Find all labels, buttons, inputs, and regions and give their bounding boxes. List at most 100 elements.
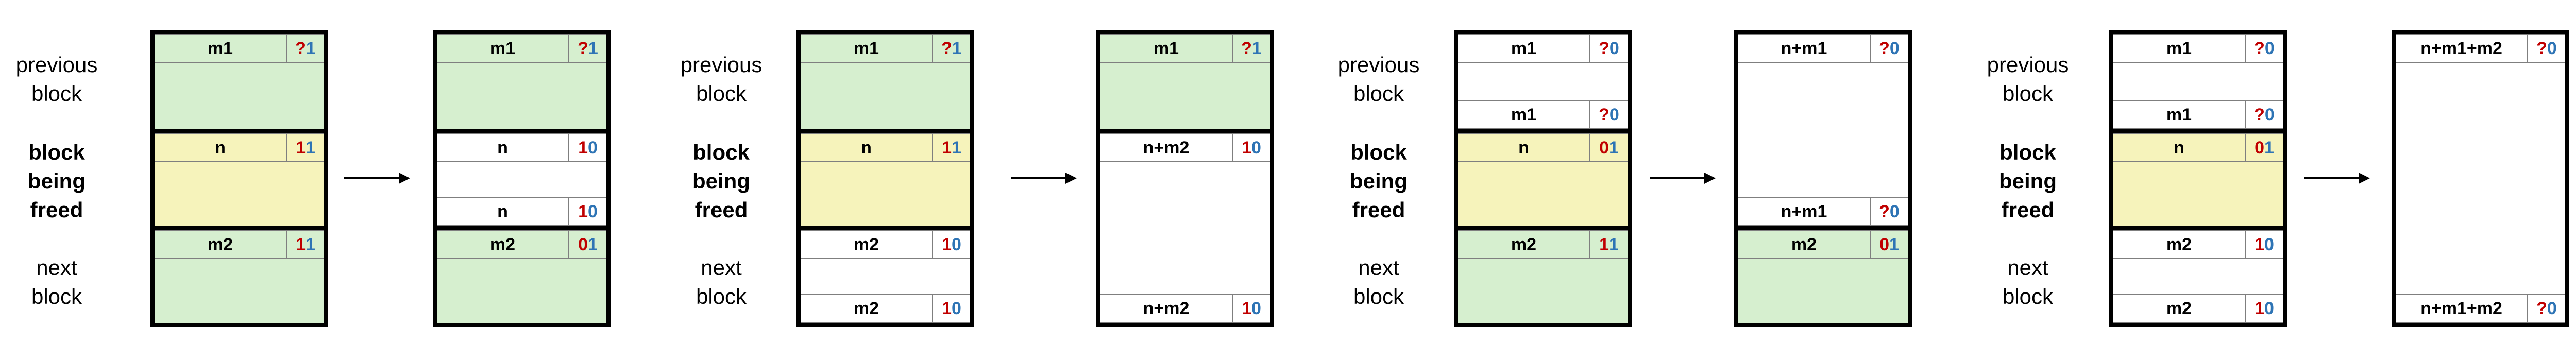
- prev-alloc-bit: 0: [578, 234, 588, 254]
- prev-alloc-bit: ?: [1879, 201, 1890, 221]
- arrow-head: [1065, 173, 1077, 184]
- prev-alloc-bit: 1: [942, 298, 952, 318]
- block-header: m1? 1: [801, 34, 970, 63]
- block-header: m1? 0: [2113, 34, 2283, 63]
- alloc-bit: 0: [1889, 201, 1900, 221]
- alloc-bit: 0: [2264, 298, 2274, 318]
- block-size: m2: [1738, 231, 1871, 258]
- prev-alloc-bit: ?: [1599, 38, 1609, 58]
- block-separator: [437, 129, 606, 133]
- alloc-bits: ? 0: [2246, 101, 2283, 128]
- prev-alloc-bit: 1: [578, 201, 588, 221]
- label-line: block: [31, 284, 82, 308]
- alloc-bit: 0: [2264, 38, 2275, 58]
- alloc-bit: 0: [952, 298, 961, 318]
- label-line: being: [1350, 169, 1408, 193]
- alloc-bit: 0: [1251, 137, 1261, 158]
- label-line: being: [28, 169, 86, 193]
- block-header: n+m1+m2? 0: [2396, 34, 2565, 63]
- block-header: m1? 0: [1458, 34, 1628, 63]
- prev-alloc-bit: ?: [2536, 38, 2547, 58]
- block-size: m2: [1458, 231, 1590, 258]
- label-line: next: [2007, 255, 2048, 280]
- alloc-bit: 1: [588, 38, 598, 58]
- prev-alloc-bit: 0: [1879, 234, 1889, 254]
- block-size: m1: [801, 35, 933, 62]
- label-line: next: [36, 255, 77, 280]
- label-line: freed: [694, 198, 748, 222]
- heap-before-2: m1? 1 n 1 1 m2 1 0 m2 1 0: [796, 30, 974, 327]
- memory-block-next: m2 0 1: [1738, 230, 1908, 323]
- block-footer: m2 1 0: [2113, 294, 2283, 323]
- block-footer: n+m1? 0: [1738, 197, 1908, 226]
- block-separator: [155, 226, 324, 230]
- memory-block-next: m2 1 1: [155, 230, 324, 323]
- label-line: block: [693, 140, 750, 164]
- alloc-bit: 1: [2264, 137, 2274, 158]
- block-size: n+m1+m2: [2396, 295, 2528, 322]
- block-header: m1? 1: [155, 34, 324, 63]
- alloc-bit: 0: [2264, 234, 2274, 254]
- memory-block-next: m2 1 1: [1458, 230, 1628, 323]
- alloc-bit: 1: [306, 38, 316, 58]
- label-line: block: [1353, 284, 1404, 308]
- alloc-bit: 1: [1609, 234, 1619, 254]
- next-block-label: next block: [0, 253, 113, 311]
- label-line: next: [1358, 255, 1399, 280]
- alloc-bits: ? 0: [2528, 295, 2565, 322]
- block-size: n: [437, 198, 569, 225]
- block-separator: [801, 226, 970, 230]
- alloc-bit: 1: [1609, 137, 1619, 158]
- memory-block-all: n+m1+m2? 0 n+m1+m2? 0: [2396, 34, 2565, 323]
- alloc-bit: 1: [306, 234, 315, 254]
- block-size: m1: [1100, 35, 1233, 62]
- label-line: freed: [1352, 198, 1405, 222]
- freed-block-label: block being freed: [1322, 138, 1435, 225]
- block-footer: m1? 0: [1458, 100, 1628, 129]
- alloc-bits: ? 1: [569, 35, 606, 62]
- alloc-bits: ? 1: [1233, 35, 1270, 62]
- label-line: block: [2002, 81, 2054, 106]
- prev-alloc-bit: 1: [296, 234, 306, 254]
- memory-block-next: m2 0 1: [437, 230, 606, 323]
- block-footer: m2 1 0: [801, 294, 970, 323]
- block-separator: [1738, 226, 1908, 230]
- block-size: n: [2113, 134, 2246, 161]
- block-header: n+m2 1 0: [1100, 133, 1270, 162]
- label-line: block: [696, 284, 747, 308]
- alloc-bit: 0: [1609, 38, 1619, 58]
- alloc-bit: 0: [1251, 298, 1261, 318]
- alloc-bit: 0: [952, 234, 961, 254]
- block-size: m2: [155, 231, 287, 258]
- prev-alloc-bit: ?: [2254, 38, 2265, 58]
- prev-alloc-bit: ?: [2254, 105, 2265, 125]
- prev-alloc-bit: 1: [1599, 234, 1609, 254]
- memory-block-curnext: n+m2 1 0 n+m2 1 0: [1100, 133, 1270, 323]
- previous-block-label: previous block: [1322, 50, 1435, 108]
- alloc-bit: 0: [2547, 298, 2557, 318]
- prev-alloc-bit: 1: [296, 137, 306, 158]
- heap-after-3: n+m1? 0 n+m1? 0 m2 0 1: [1734, 30, 1912, 327]
- alloc-bit: 1: [1889, 234, 1899, 254]
- arrow-head: [1704, 173, 1716, 184]
- prev-alloc-bit: ?: [1879, 38, 1890, 58]
- block-header: m2 0 1: [1738, 230, 1908, 259]
- label-line: block: [1999, 140, 2056, 164]
- memory-block-prev: m1? 1: [437, 34, 606, 129]
- heap-after-1: m1? 1 n 1 0 n 1 0 m2 0 1: [433, 30, 611, 327]
- memory-block-prev: m1? 1: [1100, 34, 1270, 129]
- block-size: n: [801, 134, 933, 161]
